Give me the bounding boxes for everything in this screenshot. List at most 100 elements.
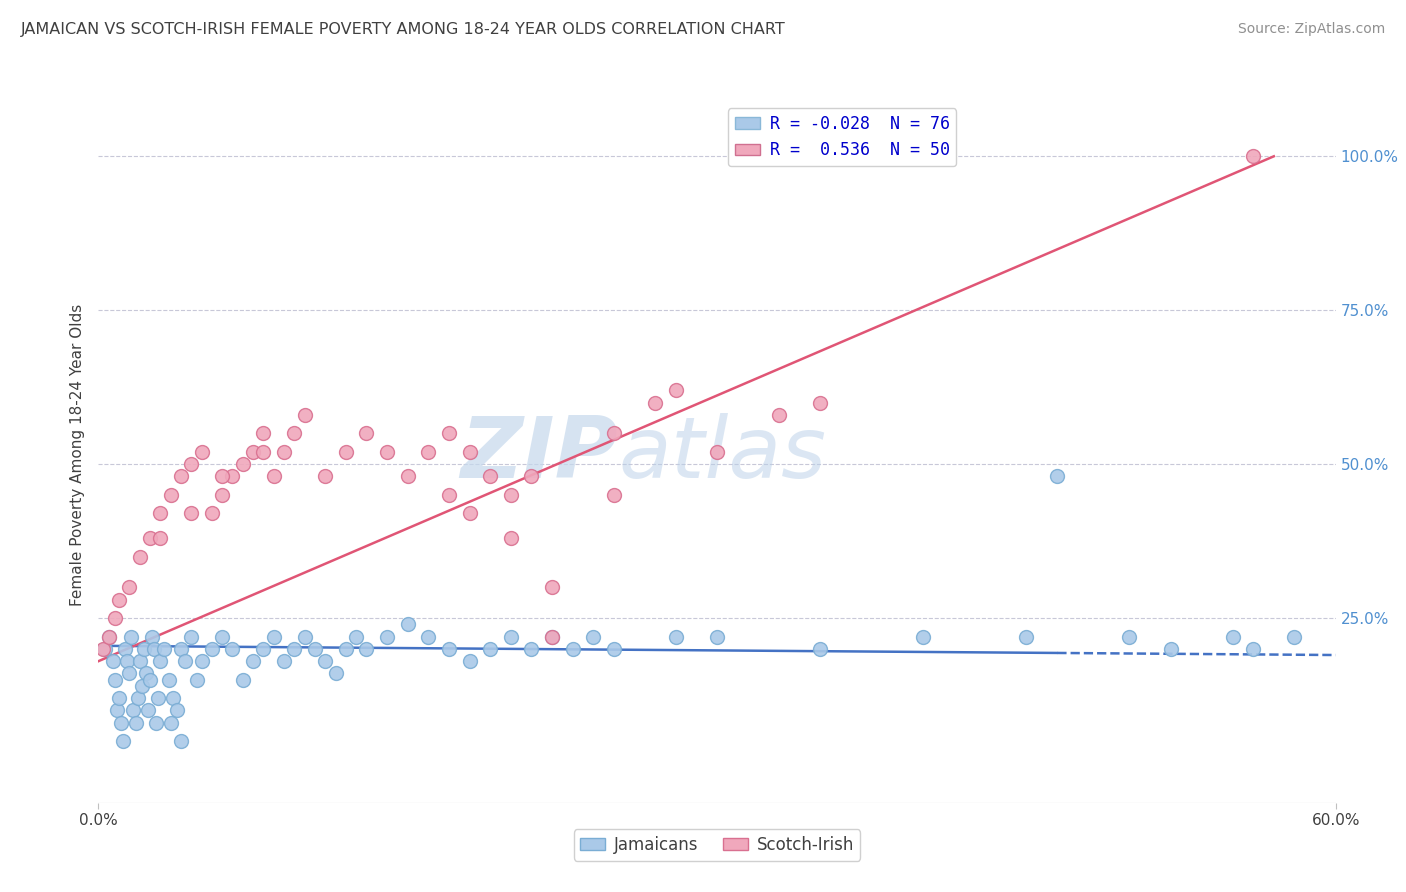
Point	[97, 630, 120, 644]
Point	[808, 641, 831, 656]
Point	[294, 408, 316, 422]
Point	[201, 507, 224, 521]
Point	[665, 384, 688, 398]
Point	[458, 507, 481, 521]
Point	[135, 666, 157, 681]
Point	[396, 617, 419, 632]
Point	[706, 445, 728, 459]
Point	[706, 630, 728, 644]
Point	[190, 654, 212, 668]
Point	[314, 469, 336, 483]
Point	[499, 630, 522, 644]
Point	[148, 691, 170, 706]
Point	[479, 469, 502, 483]
Point	[105, 703, 128, 717]
Point	[1160, 641, 1182, 656]
Point	[1284, 630, 1306, 644]
Text: ZIP: ZIP	[460, 413, 619, 497]
Point	[97, 630, 120, 644]
Point	[122, 703, 145, 717]
Point	[541, 630, 564, 644]
Point	[118, 666, 141, 681]
Point	[304, 641, 326, 656]
Point	[128, 654, 150, 668]
Point	[101, 654, 124, 668]
Point	[139, 673, 162, 687]
Point	[437, 426, 460, 441]
Point	[252, 641, 274, 656]
Point	[186, 673, 208, 687]
Point	[149, 531, 172, 545]
Point	[768, 408, 790, 422]
Point	[139, 531, 162, 545]
Point	[120, 630, 142, 644]
Point	[479, 641, 502, 656]
Point	[314, 654, 336, 668]
Point	[141, 630, 163, 644]
Point	[1046, 469, 1069, 483]
Point	[190, 445, 212, 459]
Point	[335, 641, 357, 656]
Point	[162, 691, 184, 706]
Point	[180, 507, 202, 521]
Point	[153, 641, 176, 656]
Point	[91, 641, 114, 656]
Point	[252, 426, 274, 441]
Point	[458, 445, 481, 459]
Point	[541, 580, 564, 594]
Y-axis label: Female Poverty Among 18-24 Year Olds: Female Poverty Among 18-24 Year Olds	[69, 304, 84, 606]
Point	[127, 691, 149, 706]
Point	[437, 488, 460, 502]
Point	[221, 641, 243, 656]
Point	[166, 703, 188, 717]
Point	[104, 611, 127, 625]
Point	[170, 469, 193, 483]
Point	[1015, 630, 1038, 644]
Point	[499, 488, 522, 502]
Point	[665, 630, 688, 644]
Point	[1241, 149, 1264, 163]
Point	[124, 715, 146, 730]
Text: atlas: atlas	[619, 413, 827, 497]
Point	[263, 469, 285, 483]
Point	[112, 734, 135, 748]
Legend: Jamaicans, Scotch-Irish: Jamaicans, Scotch-Irish	[574, 830, 860, 861]
Point	[117, 654, 139, 668]
Point	[149, 507, 172, 521]
Point	[159, 715, 181, 730]
Point	[174, 654, 197, 668]
Point	[541, 630, 564, 644]
Point	[582, 630, 605, 644]
Point	[1222, 630, 1244, 644]
Point	[1241, 641, 1264, 656]
Text: Source: ZipAtlas.com: Source: ZipAtlas.com	[1237, 22, 1385, 37]
Point	[912, 630, 935, 644]
Point	[104, 673, 127, 687]
Point	[108, 691, 131, 706]
Point	[335, 445, 357, 459]
Point	[110, 715, 132, 730]
Point	[232, 673, 254, 687]
Point	[499, 531, 522, 545]
Point	[170, 734, 193, 748]
Point	[118, 580, 141, 594]
Point	[128, 549, 150, 564]
Point	[273, 445, 295, 459]
Point	[418, 445, 440, 459]
Point	[159, 488, 181, 502]
Point	[344, 630, 367, 644]
Point	[808, 395, 831, 409]
Point	[252, 445, 274, 459]
Point	[136, 703, 159, 717]
Point	[396, 469, 419, 483]
Point	[211, 488, 233, 502]
Point	[93, 641, 115, 656]
Point	[132, 641, 155, 656]
Point	[520, 641, 543, 656]
Point	[603, 488, 626, 502]
Point	[603, 641, 626, 656]
Point	[375, 445, 398, 459]
Point	[561, 641, 583, 656]
Point	[458, 654, 481, 668]
Point	[211, 469, 233, 483]
